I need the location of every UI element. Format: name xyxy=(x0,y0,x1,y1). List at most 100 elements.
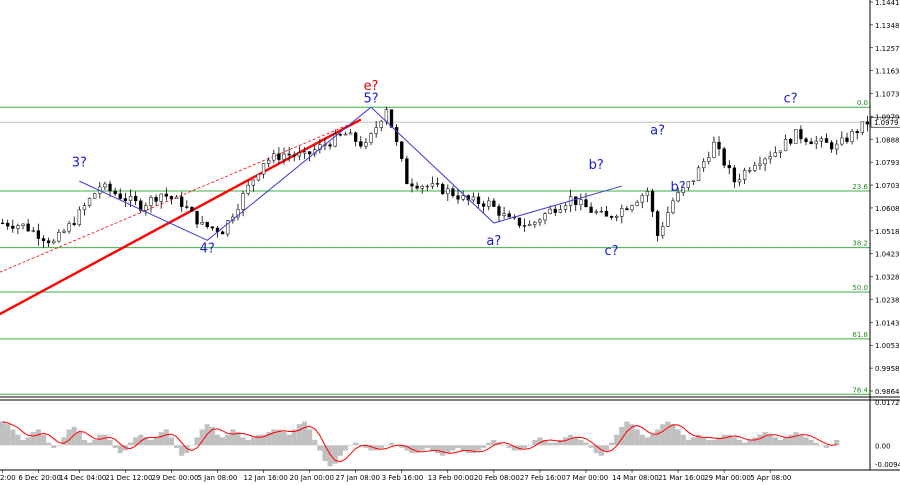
time-tick-label: 12 Jan 16:00 xyxy=(244,474,288,482)
candle-body xyxy=(374,127,378,134)
wave-label: a? xyxy=(486,234,501,249)
time-tick-label: 20 Jan 00:00 xyxy=(290,474,334,482)
oscillator-bar xyxy=(450,445,456,451)
oscillator-bar xyxy=(342,445,348,451)
oscillator-bar xyxy=(117,445,123,454)
oscillator-bar xyxy=(276,429,282,446)
fib-level-label: 76.4 xyxy=(852,386,868,394)
candle-body xyxy=(829,142,834,150)
oscillator-bar xyxy=(501,445,507,446)
oscillator-bar xyxy=(25,437,31,446)
oscillator-bar xyxy=(296,424,302,446)
oscillator-bar xyxy=(532,440,538,446)
candle-body xyxy=(0,222,5,225)
candle-body xyxy=(732,167,737,183)
candles xyxy=(0,106,870,248)
oscillator-bar xyxy=(317,445,323,451)
candle-body xyxy=(338,134,342,136)
time-tick-label: 7 Mar 00:00 xyxy=(566,474,608,482)
oscillator-bar xyxy=(445,445,451,454)
candle-body xyxy=(794,129,798,144)
candle-body xyxy=(226,220,230,235)
oscillator-bar xyxy=(5,424,11,446)
candle-body xyxy=(159,193,163,202)
candle-body xyxy=(389,109,394,128)
candle-body xyxy=(507,213,511,218)
oscillator-bar xyxy=(71,426,77,446)
oscillator-bar xyxy=(184,445,190,454)
oscillator-bar xyxy=(578,440,584,446)
candle-body xyxy=(82,205,87,211)
fib-level-label: 50.0 xyxy=(852,284,868,292)
oscillator-bar xyxy=(66,429,72,446)
candle-body xyxy=(497,206,501,216)
candle-body xyxy=(594,211,598,213)
blue-wave-line xyxy=(79,106,622,241)
fib-level-label: 61.8 xyxy=(852,331,868,339)
current-price-label: 1.0979 xyxy=(874,119,899,127)
oscillator-bar xyxy=(61,437,67,446)
price-tick-label: 1.1163 xyxy=(875,68,900,76)
candle-body xyxy=(522,225,527,227)
candle-body xyxy=(517,217,522,226)
candle-body xyxy=(31,230,35,232)
oscillator-bar xyxy=(470,445,476,454)
fib-level-label: 0.0 xyxy=(857,99,868,107)
oscillator-bar xyxy=(250,437,256,446)
candle-body xyxy=(696,167,701,182)
oscillator-bar xyxy=(588,445,594,448)
oscillator-bar xyxy=(266,432,272,446)
oscillator-bar xyxy=(92,440,98,446)
candle-body xyxy=(420,186,424,189)
oscillator-bar xyxy=(307,429,313,446)
candle-body xyxy=(471,196,476,201)
oscillator-bar xyxy=(399,445,405,448)
candle-body xyxy=(297,152,302,157)
oscillator-bar xyxy=(808,440,814,446)
price-tick-label: 1.0328 xyxy=(875,274,900,282)
oscillator-bar xyxy=(701,437,707,446)
candle-body xyxy=(850,131,854,142)
oscillator-bar xyxy=(726,434,732,446)
oscillator-bar xyxy=(168,437,174,446)
oscillator-bar xyxy=(670,424,676,446)
time-tick-label: 3 Feb 16:00 xyxy=(382,474,423,482)
price-tick-label: 1.0143 xyxy=(875,319,900,327)
oscillator-bar xyxy=(419,445,425,451)
time-tick-label: 20 Feb 08:00 xyxy=(474,474,520,482)
oscillator-bar xyxy=(220,437,226,446)
candle-body xyxy=(538,219,542,223)
oscillator-bar xyxy=(639,434,645,446)
oscillator-bar xyxy=(511,445,517,451)
candle-body xyxy=(748,170,752,172)
candle-body xyxy=(26,223,30,232)
oscillator-bar xyxy=(440,445,446,456)
oscillator-bar xyxy=(383,445,389,446)
oscillator-bar xyxy=(87,442,93,446)
oscillator-bar xyxy=(97,434,103,446)
oscillator-tick-label: 0.00 xyxy=(875,442,891,450)
candle-body xyxy=(707,157,711,162)
oscillator-bar xyxy=(562,437,569,446)
candle-body xyxy=(118,193,122,199)
oscillator-bar xyxy=(798,434,804,446)
oscillator-bar xyxy=(675,429,681,446)
oscillator-bar xyxy=(199,429,205,446)
oscillator-bar xyxy=(685,440,691,446)
oscillator-bar xyxy=(435,445,441,454)
oscillator-bar xyxy=(777,440,783,446)
candle-body xyxy=(128,195,133,201)
oscillator-bar xyxy=(163,429,169,446)
candle-body xyxy=(763,158,767,165)
oscillator-bar xyxy=(378,445,384,448)
candle-body xyxy=(620,208,624,217)
candle-body xyxy=(16,225,20,229)
candle-body xyxy=(190,207,194,212)
oscillator-bar xyxy=(793,432,799,446)
candle-body xyxy=(702,161,706,169)
candle-body xyxy=(52,240,56,244)
candle-body xyxy=(103,183,107,188)
candle-body xyxy=(93,193,97,199)
candle-body xyxy=(87,198,92,206)
